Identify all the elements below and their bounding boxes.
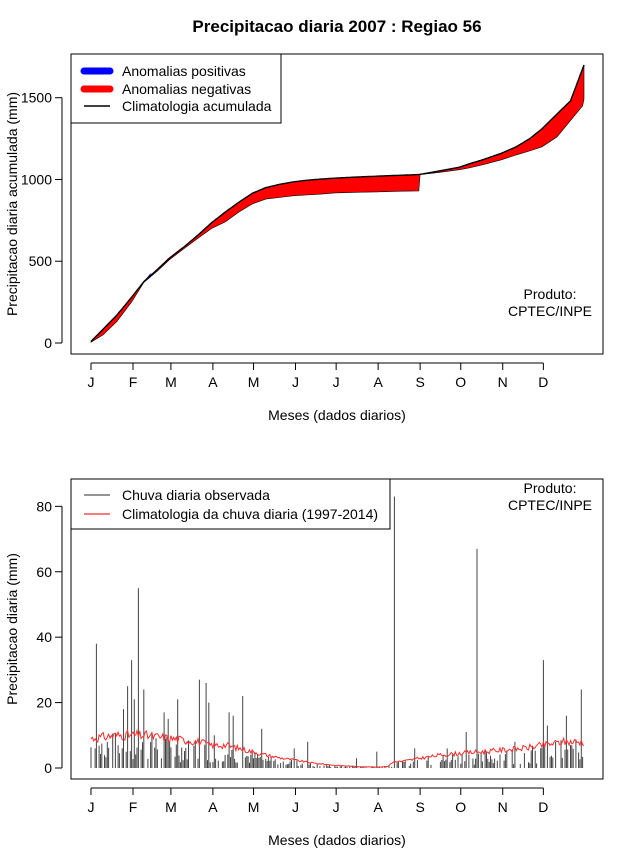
x-tick-label: D [538,374,548,390]
x-tick-label: J [88,374,95,390]
x-tick-label: A [373,374,383,390]
y-tick-label: 0 [44,335,52,351]
y-tick-label: 1000 [21,171,52,187]
plot-box-top [70,53,604,355]
x-axis-label-bottom: Meses (dados diarios) [268,832,406,848]
x-tick-label: M [165,799,177,815]
legend-label-climatology: Climatologia acumulada [122,98,272,114]
x-tick-label: J [333,374,340,390]
x-tick-label: J [292,799,299,815]
y-axis-bottom: 0 20 40 60 80 [36,498,63,776]
y-tick-label: 20 [36,695,52,711]
x-tick-label: A [208,374,218,390]
legend-label-positive: Anomalias positivas [122,63,246,79]
x-tick-label: S [415,374,424,390]
product-label-top-line2: CPTEC/INPE [508,303,592,319]
legend-label-observed: Chuva diaria observada [122,487,270,503]
x-tick-label: M [248,799,260,815]
x-tick-label: M [165,374,177,390]
y-tick-label: 500 [29,253,53,269]
x-axis-label-top: Meses (dados diarios) [268,407,406,423]
chart-title: Precipitacao diaria 2007 : Regiao 56 [192,17,481,36]
x-tick-label: F [129,374,138,390]
x-tick-label: A [373,799,383,815]
x-tick-label: J [333,799,340,815]
legend-label-climatology-daily: Climatologia da chuva diaria (1997-2014) [122,506,378,522]
product-label-top-line1: Produto: [524,286,577,302]
x-tick-label: O [455,799,466,815]
y-tick-label: 40 [36,629,52,645]
x-tick-label: N [498,799,508,815]
x-tick-label: S [415,799,424,815]
product-label-bottom-line2: CPTEC/INPE [508,497,592,513]
y-axis-label-bottom: Precipitacao diaria (mm) [4,553,20,705]
product-label-bottom-line1: Produto: [524,480,577,496]
x-tick-label: M [248,374,260,390]
accumulated-panel: 0 500 1000 1500 J F M A M J J A S O N D Meses (dados d… [4,53,604,423]
legend-label-negative: Anomalias negativas [122,81,251,97]
x-tick-label: J [292,374,299,390]
y-axis-top: 0 500 1000 1500 [21,90,63,351]
y-tick-label: 1500 [21,90,52,106]
observed-daily-bars [90,496,584,768]
y-tick-label: 0 [44,760,52,776]
climatology-daily-line [90,728,585,768]
y-tick-label: 80 [36,498,52,514]
daily-panel: 0 20 40 60 80 J F M A M J J A S O N D Meses (dados diar… [4,478,604,848]
x-tick-label: J [88,799,95,815]
y-tick-label: 60 [36,564,52,580]
legend-box-bottom [70,478,391,530]
climatology-accumulated-line [90,64,585,342]
x-tick-label: O [455,374,466,390]
x-tick-label: N [498,374,508,390]
x-tick-label: D [538,799,548,815]
x-tick-label: F [129,799,138,815]
x-tick-label: A [208,799,218,815]
y-axis-label-top: Precipitacao diaria acumulada (mm) [4,92,20,316]
